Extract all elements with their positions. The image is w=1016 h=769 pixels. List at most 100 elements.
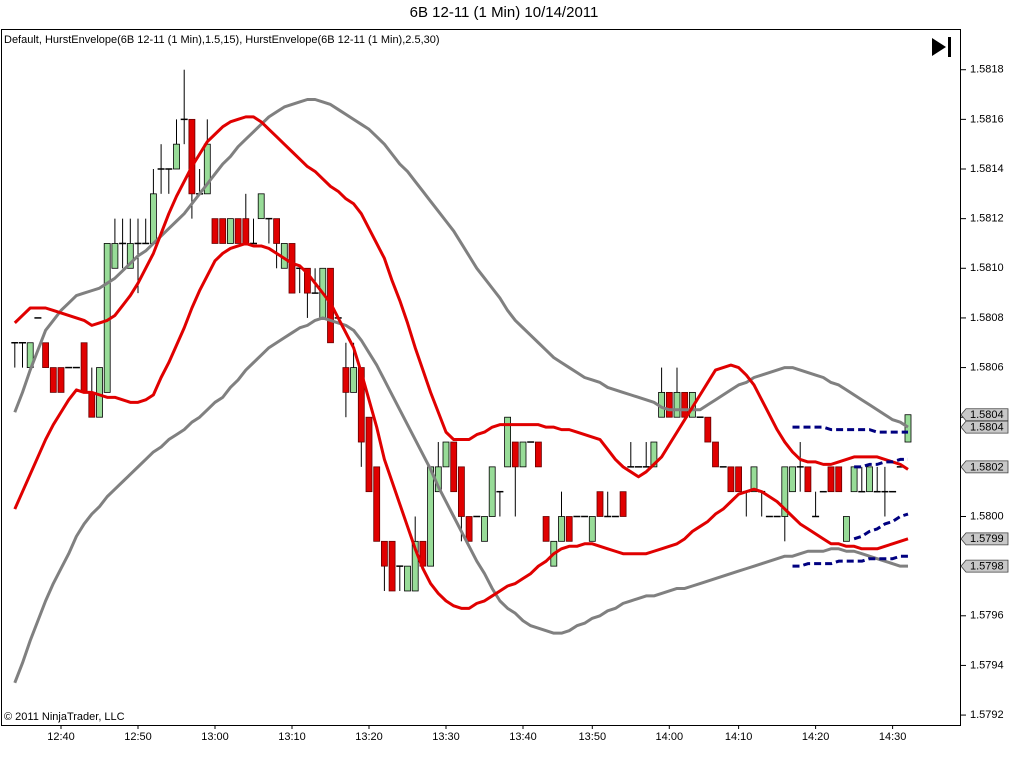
candle (588, 516, 596, 542)
candle-body (365, 416, 373, 493)
candle-body (111, 243, 119, 269)
price-marker-label: 1.5802 (970, 461, 1004, 473)
candle-body (303, 267, 311, 294)
candle-body (188, 118, 196, 195)
candle-body (149, 193, 157, 244)
candle-body (273, 218, 281, 244)
x-tick-label: 14:10 (725, 731, 753, 743)
candle (250, 218, 257, 245)
candle (288, 243, 296, 294)
price-marker-label: 1.5798 (970, 561, 1004, 573)
candle (211, 218, 219, 244)
candle-body (234, 218, 242, 244)
candle-body (411, 540, 419, 592)
candle (704, 416, 712, 443)
candle-body (519, 441, 527, 468)
envelope-line (13, 241, 909, 610)
x-tick-label: 13:10 (278, 731, 306, 743)
x-tick-label: 12:50 (124, 731, 152, 743)
y-tick-label: 1.5808 (970, 312, 1004, 324)
candle-body (850, 466, 858, 493)
candle-body (404, 565, 411, 592)
candle-body (388, 540, 396, 592)
candle (858, 466, 866, 493)
candle-body (42, 342, 49, 368)
projection-line (792, 554, 908, 568)
candle (843, 516, 850, 542)
candle-body (596, 491, 604, 517)
candle (173, 119, 180, 170)
candle-body (219, 218, 227, 244)
candle (519, 441, 527, 468)
candle (627, 442, 635, 468)
candle-body (288, 243, 296, 294)
candle (665, 391, 673, 418)
candle-body (835, 466, 843, 493)
candle (804, 466, 812, 493)
candle (712, 441, 719, 468)
price-marker (960, 460, 1009, 474)
candle-body (558, 516, 565, 542)
candle (342, 342, 350, 418)
candle-body (49, 367, 57, 393)
candle-body (342, 367, 350, 393)
candle (496, 490, 504, 517)
y-tick-label: 1.5796 (970, 610, 1004, 622)
y-tick-label: 1.5800 (970, 510, 1004, 522)
candle (442, 441, 450, 468)
candle (727, 466, 735, 493)
candle (604, 491, 612, 518)
envelope-line (13, 98, 909, 429)
candle-body (750, 466, 758, 493)
candle (827, 466, 835, 493)
scroll-end-button[interactable] (932, 37, 951, 57)
candle-body (80, 342, 88, 393)
candle (781, 466, 789, 542)
candle (565, 516, 573, 542)
candle-body (350, 367, 358, 393)
x-tick-label: 13:40 (509, 731, 537, 743)
price-marker (960, 532, 1009, 546)
candle (226, 218, 234, 244)
price-marker-label: 1.5799 (970, 533, 1004, 545)
candle-body (673, 391, 681, 418)
candle (511, 441, 519, 517)
chart-title: 6B 12-11 (1 Min) 10/14/2011 (410, 4, 599, 21)
projection-line (854, 457, 908, 469)
candle (111, 218, 119, 269)
candle-body (427, 466, 435, 567)
candle (42, 342, 49, 368)
candle (404, 565, 411, 592)
candle-body (173, 143, 180, 170)
candle (812, 491, 820, 518)
candle-body (866, 466, 873, 493)
candle-body (450, 441, 458, 493)
projection-line (853, 512, 909, 541)
play-icon[interactable] (932, 38, 946, 56)
candle (11, 342, 19, 368)
candle (396, 565, 404, 591)
candle-body (588, 516, 596, 542)
candle (735, 466, 742, 493)
price-marker-label: 1.5804 (970, 422, 1004, 434)
candle (57, 367, 65, 393)
x-tick-label: 13:50 (579, 731, 607, 743)
y-tick-label: 1.5818 (970, 64, 1004, 76)
candle-body (457, 466, 465, 517)
x-tick-label: 13:00 (201, 731, 229, 743)
candle (96, 367, 103, 418)
plot (11, 69, 912, 592)
candle-body (96, 367, 103, 418)
candle-body (57, 367, 65, 393)
y-tick-label: 1.5814 (970, 163, 1004, 175)
candle-body (535, 441, 542, 468)
candle-body (481, 516, 488, 542)
candle-body (242, 218, 250, 244)
candle (904, 414, 912, 443)
candle (789, 466, 796, 493)
candle (142, 218, 150, 245)
bar-icon[interactable] (948, 37, 951, 57)
candle-body (380, 540, 388, 567)
candle-body (735, 466, 742, 493)
